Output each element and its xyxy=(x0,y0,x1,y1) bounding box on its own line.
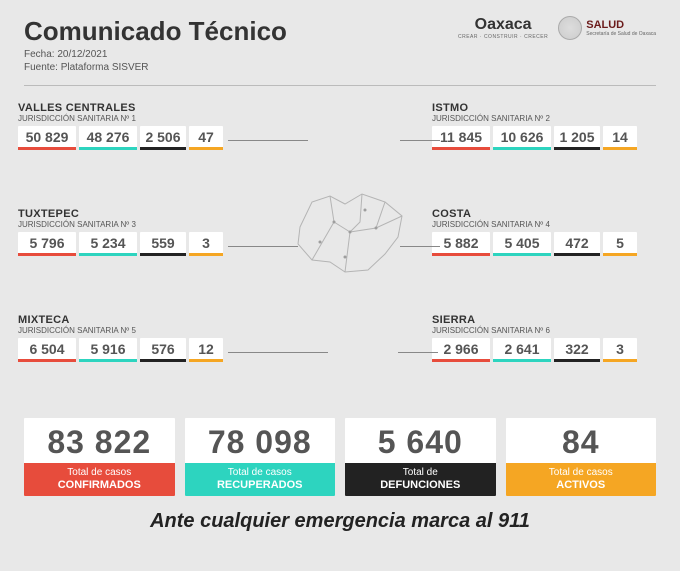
stat-cell: 2 506 xyxy=(140,126,186,150)
leader-line xyxy=(400,246,440,247)
region-card: TUXTEPECJURISDICCIÓN SANITARIA Nº 3 5 796… xyxy=(18,208,228,256)
stat-cell: 472 xyxy=(554,232,600,256)
stat-cell: 10 626 xyxy=(493,126,551,150)
total-value: 83 822 xyxy=(24,418,175,463)
totals-row: 83 822Total de casosCONFIRMADOS78 098Tot… xyxy=(0,418,680,496)
regions-panel: VALLES CENTRALESJURISDICCIÓN SANITARIA N… xyxy=(0,96,680,414)
total-label: Total de casosCONFIRMADOS xyxy=(24,463,175,496)
stat-cell: 1 205 xyxy=(554,126,600,150)
leader-line xyxy=(398,352,438,353)
oaxaca-logo: Oaxaca CREAR · CONSTRUIR · CRECER xyxy=(458,16,548,40)
leader-line xyxy=(228,246,298,247)
stat-cell: 559 xyxy=(140,232,186,256)
stat-cell: 5 882 xyxy=(432,232,490,256)
region-values: 2 9662 6413223 xyxy=(432,338,642,362)
region-name: MIXTECA xyxy=(18,314,228,326)
stat-cell: 3 xyxy=(189,232,223,256)
total-label: Total de casosRECUPERADOS xyxy=(185,463,336,496)
stat-cell: 5 234 xyxy=(79,232,137,256)
region-subtitle: JURISDICCIÓN SANITARIA Nº 6 xyxy=(432,326,642,335)
total-label: Total deDEFUNCIONES xyxy=(345,463,496,496)
divider xyxy=(24,85,656,86)
region-subtitle: JURISDICCIÓN SANITARIA Nº 4 xyxy=(432,220,642,229)
stat-cell: 48 276 xyxy=(79,126,137,150)
stat-cell: 47 xyxy=(189,126,223,150)
source-line: Fuente: Plataforma SISVER xyxy=(24,62,458,73)
total-card: 83 822Total de casosCONFIRMADOS xyxy=(24,418,175,496)
region-name: COSTA xyxy=(432,208,642,220)
region-subtitle: JURISDICCIÓN SANITARIA Nº 2 xyxy=(432,114,642,123)
region-values: 11 84510 6261 20514 xyxy=(432,126,642,150)
header-left: Comunicado Técnico Fecha: 20/12/2021 Fue… xyxy=(24,16,458,73)
total-label: Total de casosACTIVOS xyxy=(506,463,657,496)
salud-logo: SALUD Secretaría de Salud de Oaxaca xyxy=(558,16,656,40)
stat-cell: 322 xyxy=(554,338,600,362)
header: Comunicado Técnico Fecha: 20/12/2021 Fue… xyxy=(0,0,680,81)
region-card: COSTAJURISDICCIÓN SANITARIA Nº 45 8825 4… xyxy=(432,208,642,256)
stat-cell: 14 xyxy=(603,126,637,150)
stat-cell: 5 916 xyxy=(79,338,137,362)
total-card: 78 098Total de casosRECUPERADOS xyxy=(185,418,336,496)
region-card: ISTMOJURISDICCIÓN SANITARIA Nº 2 11 84510… xyxy=(432,102,642,150)
region-values: 5 8825 4054725 xyxy=(432,232,642,256)
leader-line xyxy=(228,140,308,141)
region-card: SIERRAJURISDICCIÓN SANITARIA Nº 6 2 9662 … xyxy=(432,314,642,362)
region-name: VALLES CENTRALES xyxy=(18,102,228,114)
header-logos: Oaxaca CREAR · CONSTRUIR · CRECER SALUD … xyxy=(458,16,656,40)
region-subtitle: JURISDICCIÓN SANITARIA Nº 1 xyxy=(18,114,228,123)
region-subtitle: JURISDICCIÓN SANITARIA Nº 3 xyxy=(18,220,228,229)
footer-message: Ante cualquier emergencia marca al 911 xyxy=(0,510,680,533)
region-name: TUXTEPEC xyxy=(18,208,228,220)
page-title: Comunicado Técnico xyxy=(24,16,458,47)
stat-cell: 5 796 xyxy=(18,232,76,256)
region-values: 6 5045 91657612 xyxy=(18,338,228,362)
seal-icon xyxy=(558,16,582,40)
region-card: VALLES CENTRALESJURISDICCIÓN SANITARIA N… xyxy=(18,102,228,150)
region-name: SIERRA xyxy=(432,314,642,326)
stat-cell: 11 845 xyxy=(432,126,490,150)
total-card: 5 640Total deDEFUNCIONES xyxy=(345,418,496,496)
stat-cell: 2 966 xyxy=(432,338,490,362)
stat-cell: 2 641 xyxy=(493,338,551,362)
region-name: ISTMO xyxy=(432,102,642,114)
stat-cell: 5 405 xyxy=(493,232,551,256)
stat-cell: 3 xyxy=(603,338,637,362)
stat-cell: 576 xyxy=(140,338,186,362)
stat-cell: 5 xyxy=(603,232,637,256)
stat-cell: 6 504 xyxy=(18,338,76,362)
region-card: MIXTECAJURISDICCIÓN SANITARIA Nº 56 5045… xyxy=(18,314,228,362)
region-values: 50 82948 2762 50647 xyxy=(18,126,228,150)
total-card: 84Total de casosACTIVOS xyxy=(506,418,657,496)
stat-cell: 12 xyxy=(189,338,223,362)
total-value: 5 640 xyxy=(345,418,496,463)
stat-cell: 50 829 xyxy=(18,126,76,150)
total-value: 78 098 xyxy=(185,418,336,463)
leader-line xyxy=(228,352,328,353)
region-values: 5 7965 2345593 xyxy=(18,232,228,256)
region-subtitle: JURISDICCIÓN SANITARIA Nº 5 xyxy=(18,326,228,335)
leader-line xyxy=(400,140,440,141)
date-line: Fecha: 20/12/2021 xyxy=(24,49,458,60)
total-value: 84 xyxy=(506,418,657,463)
oaxaca-map-icon xyxy=(290,182,410,282)
